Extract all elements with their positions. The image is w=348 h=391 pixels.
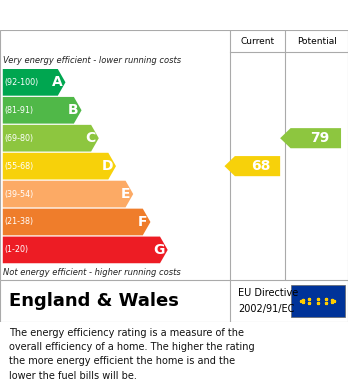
Text: (69-80): (69-80)	[5, 134, 34, 143]
Text: G: G	[153, 243, 165, 257]
Polygon shape	[3, 237, 168, 263]
Text: D: D	[101, 159, 113, 173]
Text: Very energy efficient - lower running costs: Very energy efficient - lower running co…	[3, 56, 182, 65]
Polygon shape	[224, 156, 280, 176]
Text: F: F	[138, 215, 148, 229]
Text: (81-91): (81-91)	[5, 106, 34, 115]
Text: Energy Efficiency Rating: Energy Efficiency Rating	[63, 7, 285, 23]
Text: EU Directive: EU Directive	[238, 289, 299, 298]
Text: 79: 79	[310, 131, 329, 145]
Text: Not energy efficient - higher running costs: Not energy efficient - higher running co…	[3, 268, 181, 277]
Text: A: A	[52, 75, 62, 89]
Text: The energy efficiency rating is a measure of the
overall efficiency of a home. T: The energy efficiency rating is a measur…	[9, 328, 254, 381]
Text: 2002/91/EC: 2002/91/EC	[238, 303, 295, 314]
Text: (21-38): (21-38)	[5, 217, 34, 226]
Polygon shape	[3, 97, 81, 124]
Text: England & Wales: England & Wales	[9, 292, 179, 310]
Text: C: C	[86, 131, 96, 145]
Polygon shape	[3, 209, 150, 235]
Text: Current: Current	[240, 36, 275, 45]
Polygon shape	[3, 125, 99, 152]
Text: (92-100): (92-100)	[5, 78, 39, 87]
Text: 68: 68	[251, 159, 271, 173]
Polygon shape	[3, 69, 65, 96]
Text: Potential: Potential	[297, 36, 337, 45]
Text: (1-20): (1-20)	[5, 246, 29, 255]
Text: (39-54): (39-54)	[5, 190, 34, 199]
Polygon shape	[3, 181, 133, 207]
Polygon shape	[280, 128, 341, 148]
Text: B: B	[68, 103, 79, 117]
Bar	[291, 285, 345, 317]
Text: (55-68): (55-68)	[5, 161, 34, 170]
Polygon shape	[3, 153, 116, 179]
Text: E: E	[121, 187, 130, 201]
